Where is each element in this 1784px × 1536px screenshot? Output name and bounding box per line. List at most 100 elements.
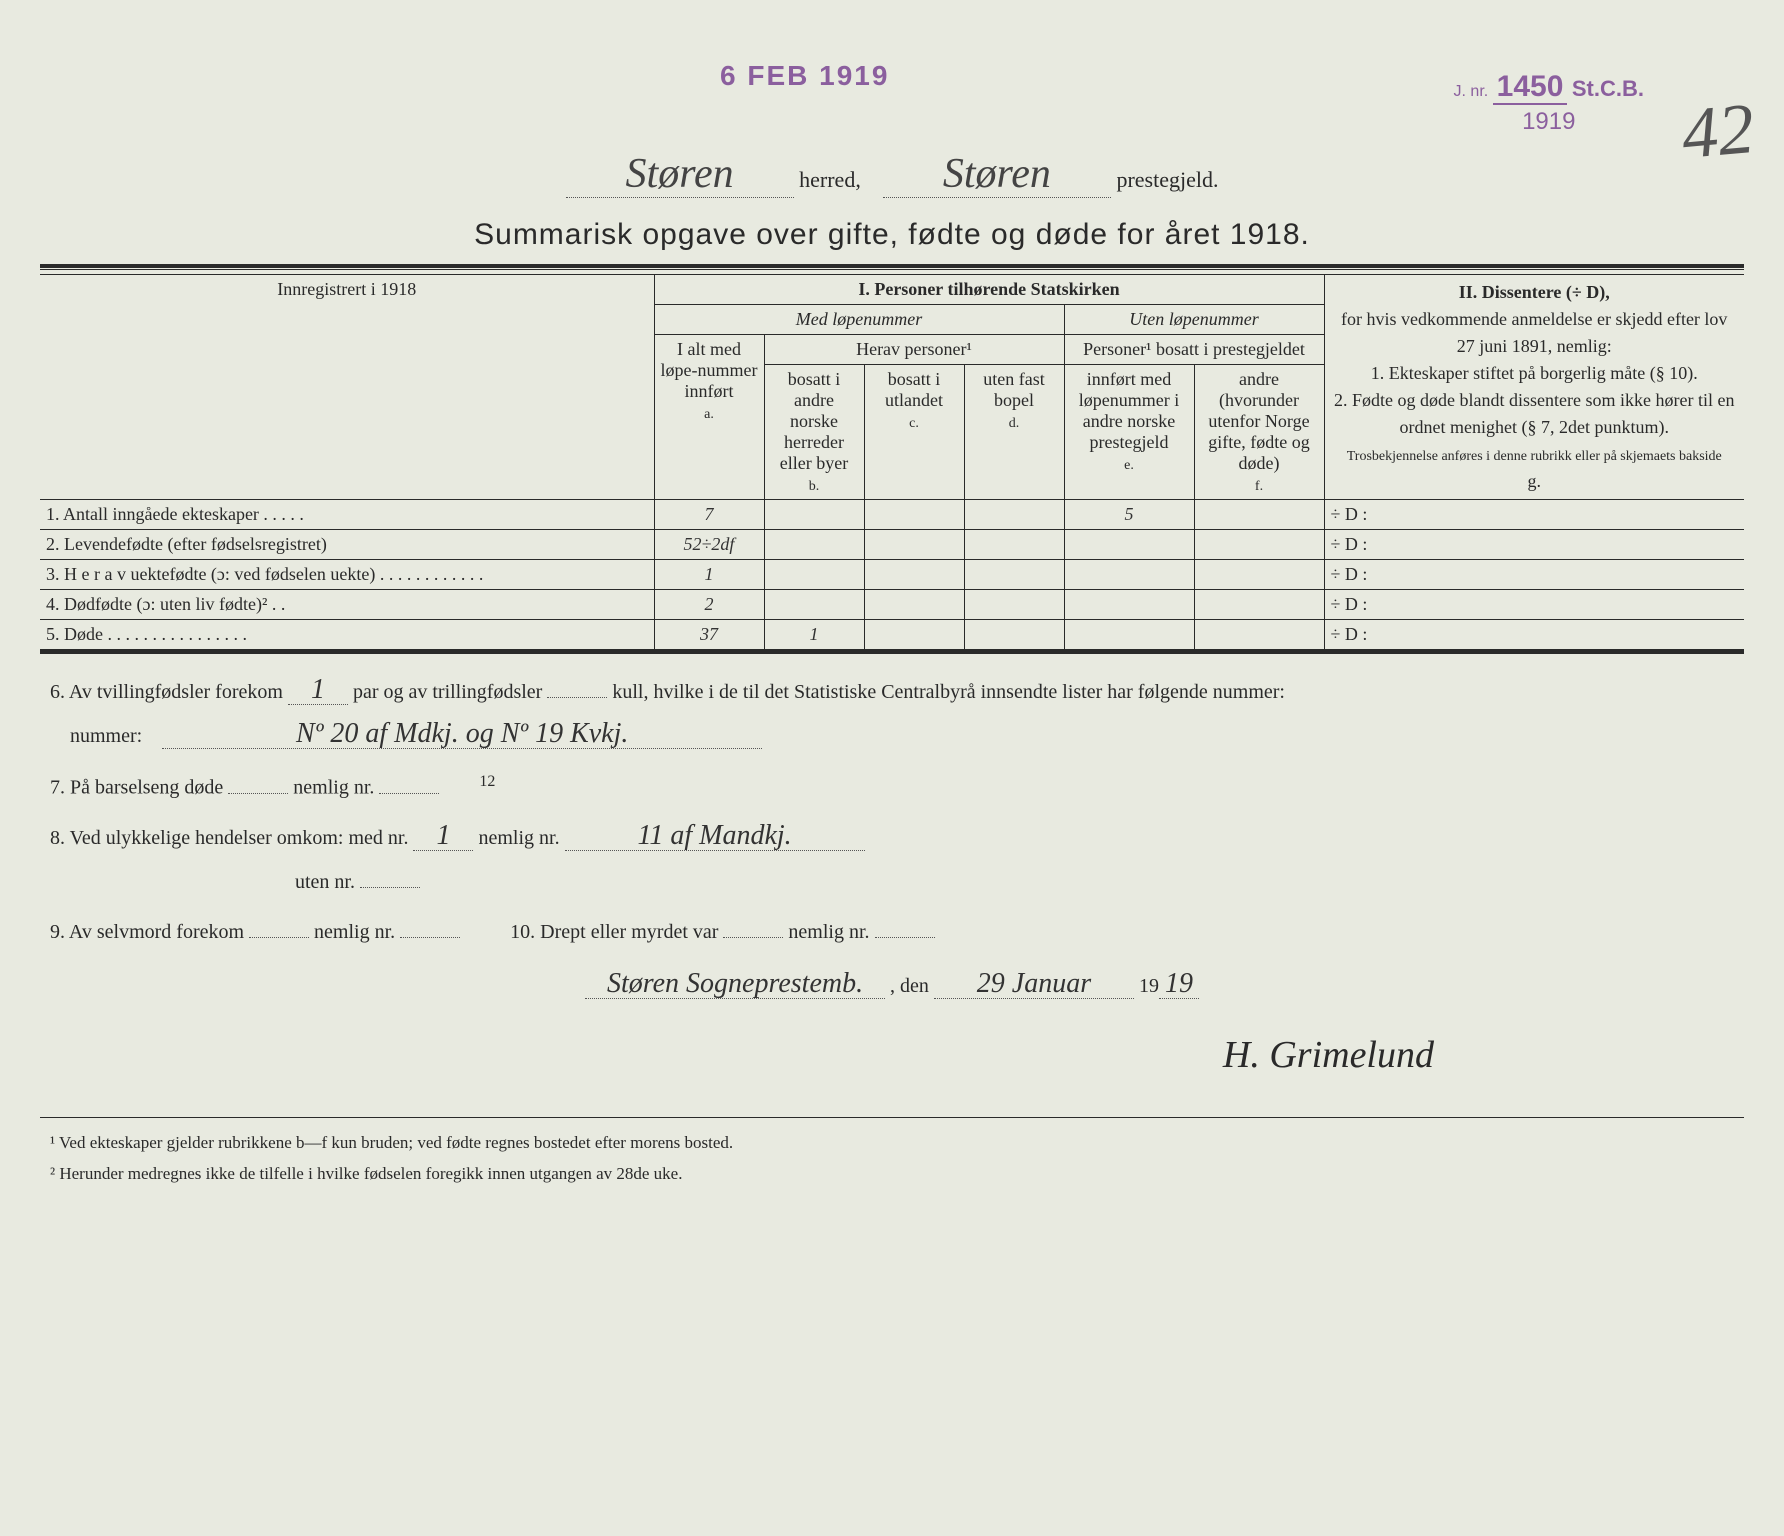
cell-e: 5 (1064, 500, 1194, 530)
cell-b (764, 560, 864, 590)
cell-e (1064, 590, 1194, 620)
jnr-suffix: St.C.B. (1572, 76, 1644, 101)
q6-numbers: Nº 20 af Mdkj. og Nº 19 Kvkj. (162, 720, 762, 749)
th-col-b: bosatt i andre norske herreder eller bye… (764, 365, 864, 500)
q8-nemlig-val: 11 af Mandkj. (565, 822, 865, 851)
th-med-lopenummer: Med løpenummer (654, 305, 1064, 335)
cell-b (764, 500, 864, 530)
cell-d (964, 530, 1064, 560)
table-row: 5. Døde . . . . . . . . . . . . . . . .3… (40, 620, 1744, 650)
q9-val (249, 937, 309, 938)
cell-c (864, 620, 964, 650)
cell-c (864, 590, 964, 620)
q9-nemlig-val (400, 937, 460, 938)
document-title: Summarisk opgave over gifte, fødte og dø… (40, 218, 1744, 252)
q7-nr (379, 793, 439, 794)
questions-section: 6. Av tvillingfødsler forekom 1 par og a… (40, 670, 1744, 1097)
cell-d (964, 620, 1064, 650)
q10-nemlig-val (875, 937, 935, 938)
cell-a: 52÷2df (654, 530, 764, 560)
th-col-c: bosatt i utlandetc. (864, 365, 964, 500)
th-section1: I. Personer tilhørende Statskirken (654, 275, 1324, 305)
page-number-handwritten: 42 (1679, 87, 1758, 176)
cell-f (1194, 530, 1324, 560)
cell-a: 37 (654, 620, 764, 650)
cell-g: ÷ D : (1324, 620, 1744, 650)
main-table: Innregistrert i 1918 I. Personer tilhøre… (40, 274, 1744, 650)
q9-pre: 9. Av selvmord forekom (50, 921, 244, 943)
q8-med: 1 (413, 822, 473, 851)
cell-e (1064, 620, 1194, 650)
row-label: 2. Levendefødte (efter fødselsregistret) (40, 530, 654, 560)
table-row: 4. Dødfødte (ɔ: uten liv fødte)² . .2 ÷ D… (40, 590, 1744, 620)
cell-d (964, 590, 1064, 620)
cell-d (964, 560, 1064, 590)
th-registered: Innregistrert i 1918 (40, 275, 654, 500)
th-col-e: innført med løpenummer i andre norske pr… (1064, 365, 1194, 500)
q7-val (228, 793, 288, 794)
cell-f (1194, 560, 1324, 590)
q6-pre: 6. Av tvillingfødsler forekom (50, 681, 283, 703)
year-prefix: 19 (1139, 975, 1159, 997)
jnr-prefix: J. nr. (1454, 83, 1489, 100)
th-section2: II. Dissentere (÷ D), for hvis vedkommen… (1324, 275, 1744, 500)
cell-b: 1 (764, 620, 864, 650)
q10-val (723, 937, 783, 938)
year-suffix: 19 (1159, 970, 1199, 999)
cell-g: ÷ D : (1324, 590, 1744, 620)
th-col-f: andre (hvorunder utenfor Norge gifte, fø… (1194, 365, 1324, 500)
header-line: Støren herred, Støren prestegjeld. (40, 150, 1744, 198)
q10-pre: 10. Drept eller myrdet var (510, 921, 718, 943)
table-row: 2. Levendefødte (efter fødselsregistret)… (40, 530, 1744, 560)
q6-triplets (547, 697, 607, 698)
q8-pre: 8. Ved ulykkelige hendelser omkom: med n… (50, 827, 408, 849)
place-signed: Støren Sogneprestemb. (585, 970, 885, 999)
jnr-number: 1450 (1493, 70, 1568, 105)
stamp-received-date: 6 FEB 1919 (720, 60, 889, 92)
q9-nemlig-label: nemlig nr. (314, 921, 395, 943)
cell-c (864, 560, 964, 590)
q7-pre: 7. På barselseng døde (50, 777, 223, 799)
th-herav: Herav personer¹ (764, 335, 1064, 365)
q6-mid: par og av trillingfødsler (353, 681, 542, 703)
footnote-1: ¹ Ved ekteskaper gjelder rubrikkene b—f … (50, 1128, 1734, 1159)
q8-annotation: 12 (479, 773, 495, 790)
th-uten-lopenummer: Uten løpenummer (1064, 305, 1324, 335)
cell-c (864, 500, 964, 530)
cell-g: ÷ D : (1324, 500, 1744, 530)
row-label: 1. Antall inngåede ekteskaper . . . . . (40, 500, 654, 530)
stamp-journal-number: J. nr. 1450 St.C.B. 1919 (1454, 70, 1644, 136)
q8-nemlig-label: nemlig nr. (478, 827, 559, 849)
date-signed: 29 Januar (934, 970, 1134, 999)
prestegjeld-value: Støren (883, 151, 1111, 198)
cell-e (1064, 530, 1194, 560)
th-col-a: I alt med løpe-nummer innførta. (654, 335, 764, 500)
q6-twins: 1 (288, 676, 348, 705)
cell-g: ÷ D : (1324, 560, 1744, 590)
prestegjeld-label: prestegjeld. (1116, 167, 1218, 192)
cell-g: ÷ D : (1324, 530, 1744, 560)
cell-b (764, 530, 864, 560)
footnotes: ¹ Ved ekteskaper gjelder rubrikkene b—f … (40, 1128, 1744, 1189)
q6-post: kull, hvilke i de til det Statistiske Ce… (612, 681, 1285, 703)
th-col-d: uten fast bopeld. (964, 365, 1064, 500)
q8-uten-label: uten nr. (295, 871, 355, 893)
cell-e (1064, 560, 1194, 590)
cell-c (864, 530, 964, 560)
den-label: , den (890, 975, 929, 997)
cell-f (1194, 500, 1324, 530)
herred-label: herred, (799, 167, 861, 192)
row-label: 5. Døde . . . . . . . . . . . . . . . . (40, 620, 654, 650)
signature: H. Grimelund (50, 1014, 1734, 1098)
row-label: 3. H e r a v uektefødte (ɔ: ved fødselen… (40, 560, 654, 590)
table-row: 3. H e r a v uektefødte (ɔ: ved fødselen… (40, 560, 1744, 590)
q8-uten-val (360, 887, 420, 888)
q7-post: nemlig nr. (293, 777, 374, 799)
jnr-year: 1919 (1454, 108, 1644, 136)
th-personer-bosatt: Personer¹ bosatt i prestegjeldet (1064, 335, 1324, 365)
row-label: 4. Dødfødte (ɔ: uten liv fødte)² . . (40, 590, 654, 620)
cell-f (1194, 620, 1324, 650)
cell-a: 7 (654, 500, 764, 530)
cell-a: 2 (654, 590, 764, 620)
cell-d (964, 500, 1064, 530)
